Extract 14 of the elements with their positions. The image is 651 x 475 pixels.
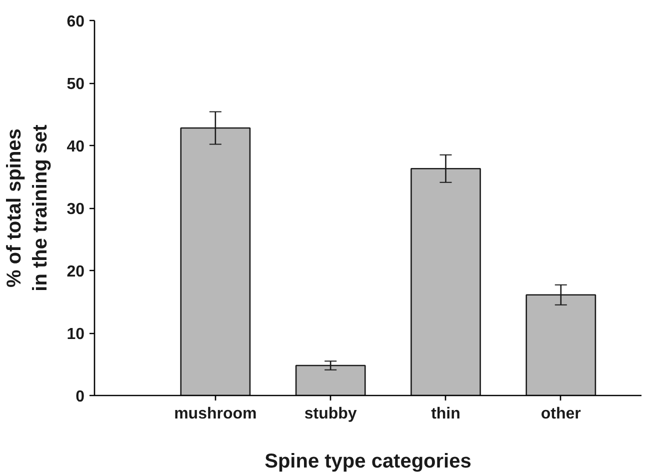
y-tick-label: 20 [66,264,85,280]
bar [295,364,366,396]
x-tick-label: mushroom [174,406,257,422]
x-tick-label: thin [431,406,460,422]
y-tick-label: 40 [66,138,85,156]
x-tick-label: stubby [304,406,357,422]
y-tick-label: 30 [66,201,85,218]
y-axis-title: % of total spines in the training set [3,124,52,292]
x-axis-title: Spine type categories [264,450,472,472]
y-tick-label: 0 [76,388,85,406]
x-tick-label: other [540,406,581,422]
y-tick-label: 60 [66,14,85,30]
y-tick-label: 10 [66,326,85,343]
y-tick-label: 50 [66,76,85,93]
